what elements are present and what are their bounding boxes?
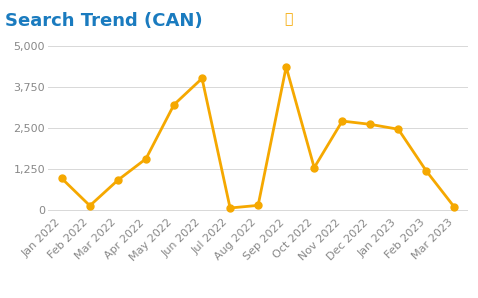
Text: Search Trend (CAN): Search Trend (CAN)	[5, 12, 202, 30]
Text: ⓘ: ⓘ	[284, 12, 293, 26]
